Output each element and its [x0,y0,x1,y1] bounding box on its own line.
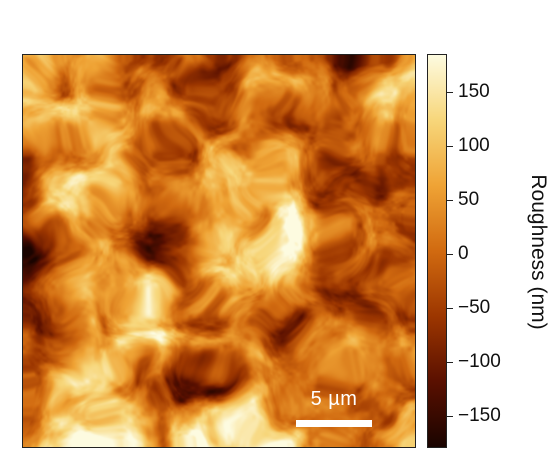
scale-bar [296,420,372,427]
colorbar-tick [447,253,453,255]
colorbar-tick [447,415,453,417]
colorbar-tick-label: −100 [458,350,501,372]
colorbar-title: Roughness (nm) [527,174,550,330]
colorbar-tick [447,145,453,147]
colorbar-tick [447,91,453,93]
colorbar-tick [447,307,453,309]
roughness-map-image [22,54,416,448]
colorbar-tick-label: 0 [458,242,469,264]
colorbar-tick [447,199,453,201]
colorbar [427,54,447,448]
colorbar-tick-label: 150 [458,80,490,102]
colorbar-tick-label: −50 [458,296,491,318]
scale-bar-label: 5 µm [310,388,358,410]
colorbar-tick-label: −150 [458,404,501,426]
colorbar-tick-label: 100 [458,134,490,156]
colorbar-tick-label: 50 [458,188,480,210]
colorbar-tick [447,361,453,363]
